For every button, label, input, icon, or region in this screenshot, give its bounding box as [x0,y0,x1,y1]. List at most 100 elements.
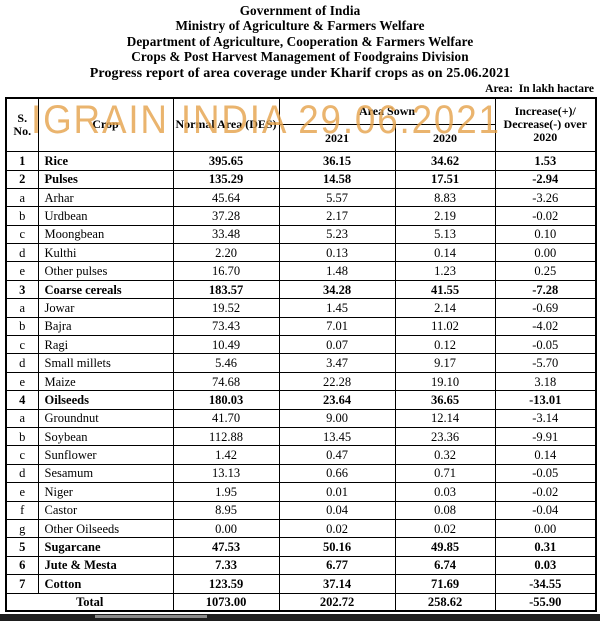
table-row: a Groundnut 41.70 9.00 12.14 -3.14 [5,408,597,428]
cell-2020: 19.10 [394,371,496,392]
cell-sno: 7 [5,574,39,594]
table-row: g Other Oilseeds 0.00 0.02 0.02 0.00 [5,518,597,539]
cell-2020: 6.74 [394,555,496,576]
cell-change: -4.02 [494,316,597,337]
cell-2020: 11.02 [394,316,496,337]
cell-2021: 34.28 [278,279,396,300]
table-row: a Arhar 45.64 5.57 8.83 -3.26 [5,187,597,208]
cell-change: -0.04 [494,500,597,520]
cell-change: -3.14 [494,408,597,428]
title-department: Department of Agriculture, Cooperation &… [126,33,474,49]
cell-2020: 71.69 [394,574,496,594]
cell-crop: Arhar [37,187,174,208]
cell-crop: Niger [37,482,174,502]
cell-2021: 0.66 [278,463,396,484]
cell-2021: 23.64 [278,390,396,410]
cell-crop: Sesamum [37,463,174,484]
cell-change: 0.10 [494,224,597,245]
cell-crop: Cotton [37,574,174,594]
cell-sno: f [5,500,39,520]
cell-sno: b [5,206,39,226]
cell-2020: 0.14 [394,243,496,263]
cell-2020: 41.55 [394,279,496,300]
table-row: d Kulthi 2.20 0.13 0.14 0.00 [5,243,597,263]
title-government: Government of India [239,3,361,18]
cell-2021: 0.02 [278,518,396,539]
cell-2021: 1.48 [278,261,396,281]
cell-2020: 2.19 [394,206,496,226]
cell-sno: g [5,518,39,539]
cell-2020: 0.02 [394,518,496,539]
cell-2021: 22.28 [278,371,396,392]
cell-normal-area: 13.13 [172,463,280,484]
table-body: 1 Rice 395.65 36.15 34.62 1.53 2 Pulses 135.29 14… [5,151,597,612]
cell-normal-area: 180.03 [172,390,280,410]
cell-sno: 2 [5,169,39,189]
cell-crop: Pulses [37,169,174,189]
cell-2020: 17.51 [394,169,496,189]
cell-2021: 14.58 [278,169,396,189]
cell-2020: 34.62 [394,151,496,171]
table-row: 2 Pulses 135.29 14.58 17.51 -2.94 [5,169,597,189]
cell-2020: 36.65 [394,390,496,410]
cell-crop: Other Oilseeds [37,518,174,539]
cell-2020: 0.32 [394,445,496,465]
cell-normal-area: 2.20 [172,243,280,263]
cell-normal-area: 37.28 [172,206,280,226]
col-header-change: Increase(+)/ Decrease(-) over 2020 [494,97,597,153]
table-row: c Ragi 10.49 0.07 0.12 -0.05 [5,335,597,355]
cell-crop: Moongbean [37,224,174,245]
cell-2021: 1.45 [278,298,396,318]
cell-sno: 1 [5,151,39,171]
cell-normal-area: 74.68 [172,371,280,392]
cell-2021: 5.57 [278,187,396,208]
cell-normal-area: 47.53 [172,537,280,557]
cell-change: 0.25 [494,261,597,281]
cell-change: -0.02 [494,206,597,226]
cell-crop: Bajra [37,316,174,337]
cell-sno: 5 [5,537,39,557]
table-row: 1 Rice 395.65 36.15 34.62 1.53 [5,151,597,171]
bottom-scan-bar [0,614,600,621]
cell-sno: e [5,482,39,502]
cell-sno: c [5,224,39,245]
col-header-normal-area: Normal Area (DES) [172,97,280,153]
cell-crop: Kulthi [37,243,174,263]
cell-sno: b [5,426,39,447]
cell-sno: e [5,261,39,281]
cell-normal-area: 73.43 [172,316,280,337]
cell-change: 0.03 [494,555,597,576]
cell-change: -0.02 [494,482,597,502]
cell-crop: Coarse cereals [37,279,174,300]
cell-sno: 4 [5,390,39,410]
cell-2021: 3.47 [278,353,396,373]
cell-sno: e [5,371,39,392]
title-ministry: Ministry of Agriculture & Farmers Welfar… [175,18,425,34]
cell-2021: 0.07 [278,335,396,355]
cell-2020: 0.08 [394,500,496,520]
cell-change: -2.94 [494,169,597,189]
cell-2021: 7.01 [278,316,396,337]
cell-2020: 0.71 [394,463,496,484]
cell-2020: 0.03 [394,482,496,502]
table-row: b Soybean 112.88 13.45 23.36 -9.91 [5,426,597,447]
cell-change: 0.14 [494,445,597,465]
cell-2021: 50.16 [278,537,396,557]
cell-crop: Other pulses [37,261,174,281]
cell-normal-area: 16.70 [172,261,280,281]
cell-change: -5.70 [494,353,597,373]
cell-2021: 0.47 [278,445,396,465]
cell-normal-area: 1073.00 [172,592,280,612]
document-header: Government of India Ministry of Agricult… [0,0,600,82]
cell-change: 0.00 [494,243,597,263]
cell-2021: 5.23 [278,224,396,245]
cell-2020: 9.17 [394,353,496,373]
cell-normal-area: 123.59 [172,574,280,594]
cell-change: 0.31 [494,537,597,557]
cell-normal-area: 41.70 [172,408,280,428]
table-row: 3 Coarse cereals 183.57 34.28 41.55 -7.28 [5,279,597,300]
cell-sno: a [5,408,39,428]
cell-crop: Sugarcane [37,537,174,557]
cell-change: -55.90 [494,592,597,612]
cell-normal-area: 10.49 [172,335,280,355]
